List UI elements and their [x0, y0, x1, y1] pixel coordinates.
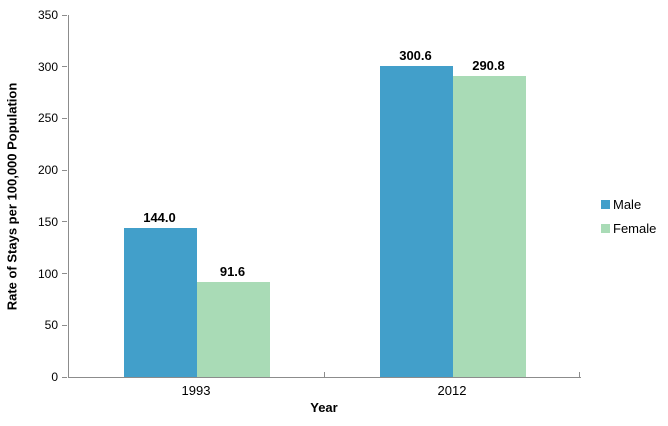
y-axis-tick-label: 0	[51, 370, 58, 384]
plot-area	[68, 15, 581, 378]
x-axis-tick	[579, 372, 580, 377]
legend-label: Female	[613, 220, 657, 236]
y-axis-tick-label: 50	[44, 318, 58, 333]
y-axis-tick	[62, 376, 67, 378]
legend-item-female: Female	[601, 216, 656, 240]
y-axis-tick	[62, 221, 67, 223]
legend-swatch-female	[601, 223, 610, 233]
bar-value-label: 91.6	[219, 264, 246, 279]
y-axis-tick-label: 250	[37, 111, 58, 126]
bar-value-label: 300.6	[399, 48, 432, 63]
x-axis-tick	[324, 372, 325, 377]
legend: Male Female	[601, 192, 656, 240]
x-axis-title: Year	[310, 400, 338, 415]
y-axis-tick-label: 300	[37, 59, 58, 74]
y-axis-tick	[62, 117, 67, 119]
y-axis-tick	[62, 169, 67, 171]
y-axis-tick	[62, 324, 67, 326]
bar-male-2012	[380, 66, 453, 377]
bar-value-label: 290.8	[472, 58, 505, 73]
bar-female-1993	[197, 282, 270, 377]
y-axis-tick-label: 100	[37, 266, 58, 281]
y-axis-tick	[62, 14, 67, 16]
legend-label: Male	[613, 196, 642, 212]
bar-male-1993	[124, 228, 197, 377]
legend-item-male: Male	[601, 192, 656, 216]
y-axis-tick	[62, 273, 67, 275]
x-axis-tick	[68, 372, 69, 377]
y-axis-tick-label: 150	[37, 214, 58, 229]
legend-swatch-male	[601, 199, 610, 209]
bar-value-label: 144.0	[143, 210, 176, 225]
bar-female-2012	[453, 76, 526, 377]
y-axis-tick-label: 200	[37, 163, 58, 178]
x-axis-category-label: 2012	[437, 383, 467, 398]
y-axis-tick-label: 350	[37, 8, 58, 22]
y-axis-tick	[62, 66, 67, 68]
x-axis-category-label: 1993	[181, 383, 211, 398]
